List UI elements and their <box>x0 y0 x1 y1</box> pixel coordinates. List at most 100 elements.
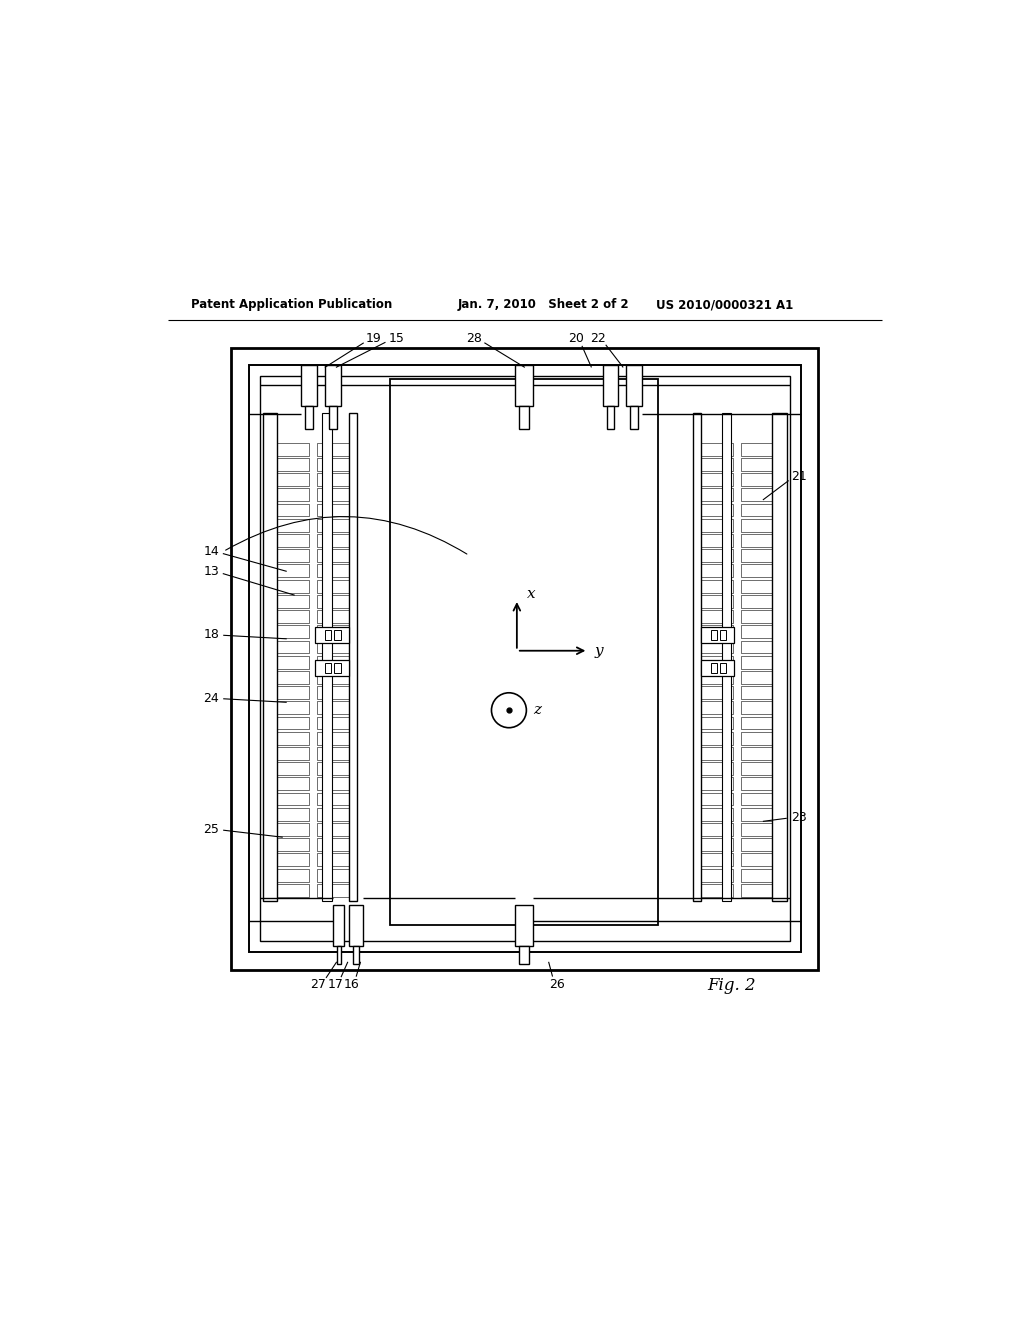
Bar <box>315 627 348 643</box>
Text: z: z <box>532 704 541 717</box>
Bar <box>315 660 348 676</box>
Bar <box>278 838 309 851</box>
Bar <box>627 366 642 407</box>
Bar <box>278 640 309 653</box>
Bar <box>278 777 309 791</box>
Bar <box>519 946 528 964</box>
Bar <box>316 701 348 714</box>
Bar <box>305 407 313 429</box>
Bar <box>515 904 532 946</box>
Bar <box>278 626 309 638</box>
Bar <box>740 610 772 623</box>
Bar <box>316 442 348 455</box>
Bar <box>301 366 316 407</box>
Bar <box>278 458 309 471</box>
Bar <box>515 366 532 407</box>
Bar <box>278 579 309 593</box>
Bar <box>352 946 359 964</box>
Bar <box>701 869 733 882</box>
Bar <box>701 565 733 577</box>
Bar <box>722 413 731 900</box>
Bar <box>316 686 348 700</box>
Bar <box>740 442 772 455</box>
Bar <box>278 610 309 623</box>
Bar <box>316 824 348 836</box>
Bar <box>631 407 638 429</box>
Bar <box>316 854 348 866</box>
Bar <box>740 777 772 791</box>
Bar <box>701 595 733 607</box>
Bar <box>701 792 733 805</box>
Bar <box>711 630 717 640</box>
Bar <box>325 664 331 673</box>
Bar <box>278 884 309 896</box>
Bar <box>325 366 341 407</box>
Text: y: y <box>595 644 603 657</box>
Bar <box>740 458 772 471</box>
Text: 25: 25 <box>204 822 219 836</box>
Bar <box>701 660 734 676</box>
Bar <box>740 854 772 866</box>
Text: 16: 16 <box>344 978 359 990</box>
Bar <box>701 686 733 700</box>
Bar <box>316 595 348 607</box>
Bar <box>740 824 772 836</box>
Bar <box>348 904 362 946</box>
Bar <box>602 366 618 407</box>
Bar <box>740 731 772 744</box>
Bar <box>333 904 344 946</box>
Bar <box>701 442 733 455</box>
Bar <box>263 413 278 900</box>
Bar <box>316 488 348 502</box>
Text: 14: 14 <box>204 545 219 558</box>
Bar <box>278 442 309 455</box>
Bar <box>316 671 348 684</box>
Bar <box>701 824 733 836</box>
Bar <box>334 664 341 673</box>
Bar <box>249 366 801 952</box>
Bar <box>390 379 658 924</box>
Bar <box>316 504 348 516</box>
Bar <box>740 565 772 577</box>
Bar <box>701 717 733 730</box>
Bar <box>316 762 348 775</box>
Bar <box>701 884 733 896</box>
Bar <box>278 474 309 486</box>
Bar <box>316 474 348 486</box>
Bar <box>701 549 733 562</box>
Bar <box>316 747 348 760</box>
Bar <box>740 884 772 896</box>
Text: 13: 13 <box>204 565 219 578</box>
Bar <box>316 656 348 669</box>
Bar <box>740 686 772 700</box>
Bar <box>278 717 309 730</box>
Bar <box>325 630 331 640</box>
Bar <box>701 474 733 486</box>
Bar <box>740 671 772 684</box>
Text: 28: 28 <box>466 333 482 346</box>
Bar <box>278 595 309 607</box>
Bar <box>231 347 818 970</box>
Bar <box>740 717 772 730</box>
Bar <box>278 869 309 882</box>
Bar <box>740 869 772 882</box>
Bar <box>740 549 772 562</box>
Bar <box>278 747 309 760</box>
Bar <box>278 808 309 821</box>
Bar <box>740 792 772 805</box>
Text: 27: 27 <box>310 978 327 990</box>
Bar <box>701 731 733 744</box>
Bar <box>701 610 733 623</box>
Bar <box>316 640 348 653</box>
Bar <box>740 535 772 546</box>
Bar <box>278 671 309 684</box>
Bar <box>316 458 348 471</box>
Bar <box>711 664 717 673</box>
Bar <box>740 747 772 760</box>
Bar <box>519 407 528 429</box>
Bar <box>701 488 733 502</box>
Bar <box>740 626 772 638</box>
Bar <box>316 731 348 744</box>
Bar <box>278 686 309 700</box>
Bar <box>701 656 733 669</box>
